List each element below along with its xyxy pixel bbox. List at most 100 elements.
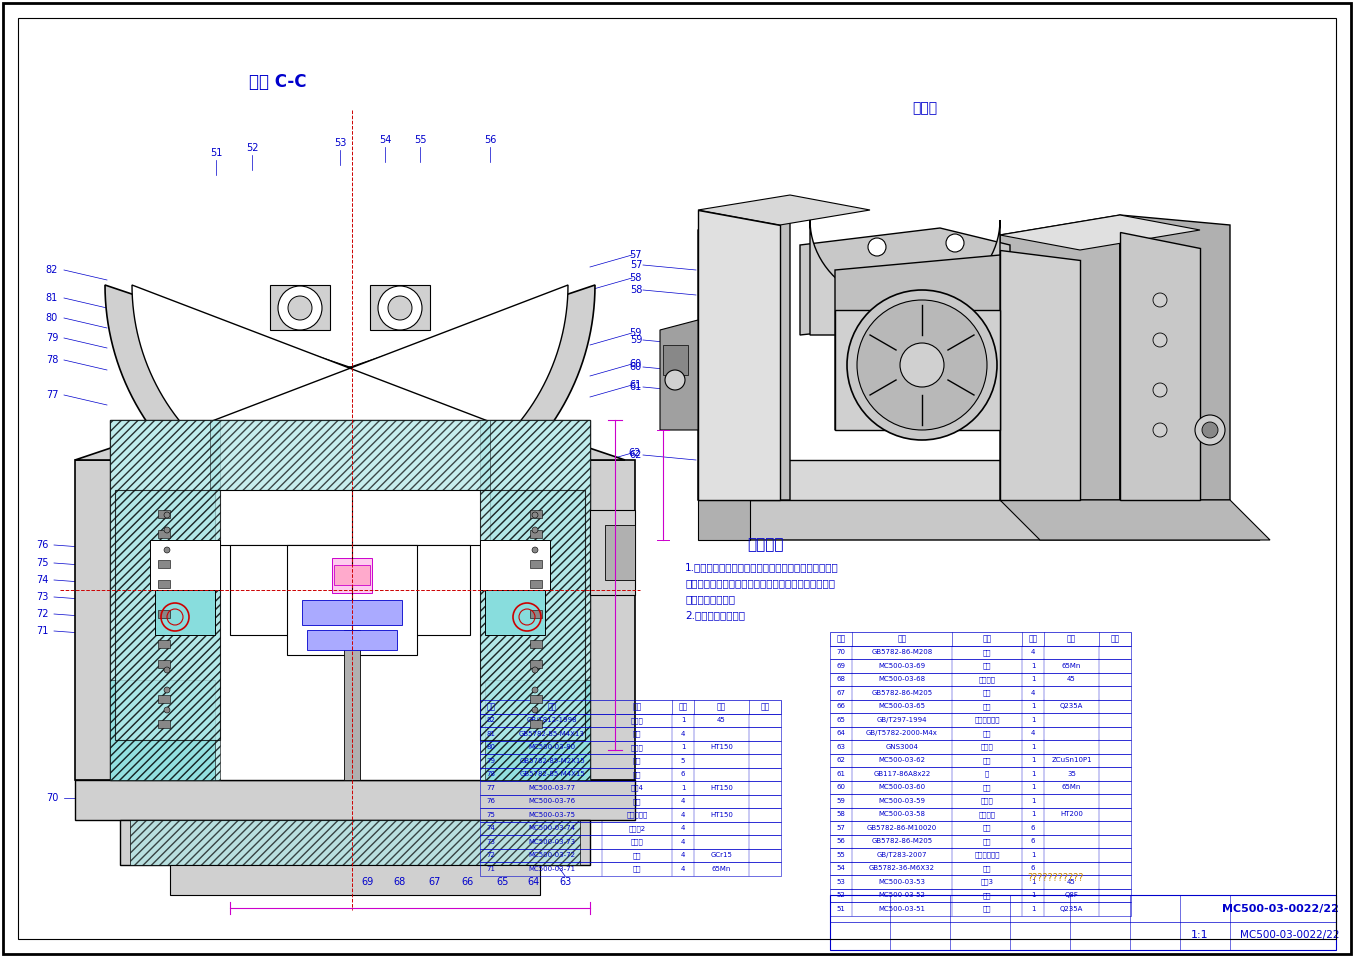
- Text: GB/T5782-2000-M4x: GB/T5782-2000-M4x: [867, 730, 938, 736]
- Text: GB/T297-1994: GB/T297-1994: [877, 717, 927, 723]
- Polygon shape: [659, 320, 699, 430]
- Polygon shape: [1001, 250, 1080, 500]
- Text: 1: 1: [1030, 892, 1036, 899]
- Text: 端盖: 端盖: [983, 892, 991, 899]
- Text: 端盖: 端盖: [983, 905, 991, 912]
- Text: 77: 77: [486, 785, 496, 790]
- Polygon shape: [699, 500, 1261, 540]
- Text: Q235A: Q235A: [1060, 703, 1083, 709]
- Text: 盘圆: 盘圆: [983, 662, 991, 669]
- Bar: [158, 640, 171, 648]
- Text: 1: 1: [681, 717, 685, 723]
- Circle shape: [532, 547, 538, 553]
- Text: ???????????: ???????????: [1026, 873, 1083, 883]
- Bar: [529, 510, 542, 518]
- Bar: [830, 895, 1336, 950]
- Text: 备注: 备注: [1110, 634, 1120, 643]
- Text: MC500-03-69: MC500-03-69: [879, 663, 926, 669]
- Text: 74: 74: [486, 825, 496, 832]
- Text: 1: 1: [1030, 703, 1036, 709]
- Text: 剖面 C-C: 剖面 C-C: [249, 73, 307, 91]
- Circle shape: [164, 687, 171, 693]
- Circle shape: [164, 667, 171, 673]
- Bar: [529, 695, 542, 703]
- Text: 66: 66: [837, 703, 845, 709]
- Bar: [830, 740, 1131, 753]
- Circle shape: [532, 687, 538, 693]
- Circle shape: [389, 296, 412, 320]
- Text: Q235A: Q235A: [1060, 905, 1083, 912]
- Text: 82: 82: [46, 265, 58, 275]
- Text: 螺钉: 螺钉: [983, 824, 991, 831]
- Text: MC500-03-53: MC500-03-53: [879, 879, 926, 885]
- Polygon shape: [699, 500, 750, 540]
- Text: 1: 1: [1030, 663, 1036, 669]
- Text: MC500-03-59: MC500-03-59: [879, 798, 926, 804]
- Text: 圆柱滚子轴承: 圆柱滚子轴承: [975, 852, 999, 858]
- Text: 螺钉: 螺钉: [632, 730, 642, 737]
- Text: 76: 76: [486, 798, 496, 804]
- Bar: [481, 794, 781, 808]
- Text: MC500-03-76: MC500-03-76: [528, 798, 575, 804]
- Text: 60: 60: [630, 362, 642, 372]
- Text: GB117-86A8x22: GB117-86A8x22: [873, 770, 930, 777]
- Text: 57: 57: [630, 260, 642, 270]
- Text: 圆锥滚子轴承: 圆锥滚子轴承: [975, 717, 999, 723]
- Circle shape: [278, 286, 322, 330]
- Text: MC500-03-52: MC500-03-52: [879, 892, 925, 899]
- Text: 70: 70: [837, 649, 845, 656]
- Bar: [481, 768, 781, 781]
- Text: 62: 62: [628, 448, 642, 458]
- Text: GB5782-85-M2X15: GB5782-85-M2X15: [519, 758, 585, 764]
- Polygon shape: [699, 460, 1210, 500]
- Text: 74: 74: [35, 575, 49, 585]
- Bar: [481, 862, 781, 876]
- Text: 1: 1: [1030, 798, 1036, 804]
- Text: 52: 52: [837, 892, 845, 899]
- Text: 1:1: 1:1: [1192, 930, 1209, 940]
- Bar: [830, 673, 1131, 686]
- Bar: [529, 720, 542, 728]
- Circle shape: [665, 370, 685, 390]
- Text: 61: 61: [837, 770, 845, 777]
- Bar: [830, 794, 1131, 808]
- Polygon shape: [835, 255, 1001, 430]
- Text: 代号: 代号: [898, 634, 907, 643]
- Text: 清洗，箱体内不许有任何杂物存在，内壁涂上不被机油: 清洗，箱体内不许有任何杂物存在，内壁涂上不被机油: [685, 578, 835, 588]
- Circle shape: [1154, 293, 1167, 307]
- Text: 4: 4: [681, 798, 685, 804]
- Text: 4: 4: [1030, 730, 1036, 736]
- Text: 54: 54: [379, 135, 391, 145]
- Bar: [74, 780, 635, 820]
- Circle shape: [1154, 333, 1167, 347]
- Circle shape: [532, 527, 538, 533]
- Bar: [830, 646, 1131, 659]
- Text: 1: 1: [1030, 677, 1036, 682]
- Text: MC500-03-65: MC500-03-65: [879, 703, 926, 709]
- Text: GB5782-86-M205: GB5782-86-M205: [872, 838, 933, 844]
- Text: 63: 63: [559, 877, 571, 887]
- Polygon shape: [110, 285, 590, 503]
- Text: MC500-03-0022/22: MC500-03-0022/22: [1240, 930, 1339, 940]
- Circle shape: [900, 343, 944, 387]
- Text: 螺钉: 螺钉: [983, 838, 991, 845]
- Text: 4: 4: [1030, 649, 1036, 656]
- Bar: [481, 781, 781, 794]
- Text: 78: 78: [46, 355, 58, 365]
- Text: 71: 71: [486, 866, 496, 872]
- Bar: [154, 590, 215, 635]
- Text: 62: 62: [837, 757, 845, 764]
- Text: 垫圈: 垫圈: [632, 798, 642, 805]
- Bar: [830, 781, 1131, 794]
- Text: MC500-03-51: MC500-03-51: [879, 905, 926, 912]
- Bar: [830, 767, 1131, 781]
- Circle shape: [288, 296, 311, 320]
- Text: 工作台体: 工作台体: [979, 811, 995, 817]
- Text: 1: 1: [1030, 784, 1036, 790]
- Text: ZCuSn10P1: ZCuSn10P1: [1051, 757, 1091, 764]
- Text: MC500-03-73: MC500-03-73: [528, 838, 575, 845]
- Text: 6: 6: [1030, 865, 1036, 871]
- Text: 45: 45: [1067, 879, 1076, 885]
- Bar: [830, 835, 1131, 848]
- Text: 数量: 数量: [678, 702, 688, 711]
